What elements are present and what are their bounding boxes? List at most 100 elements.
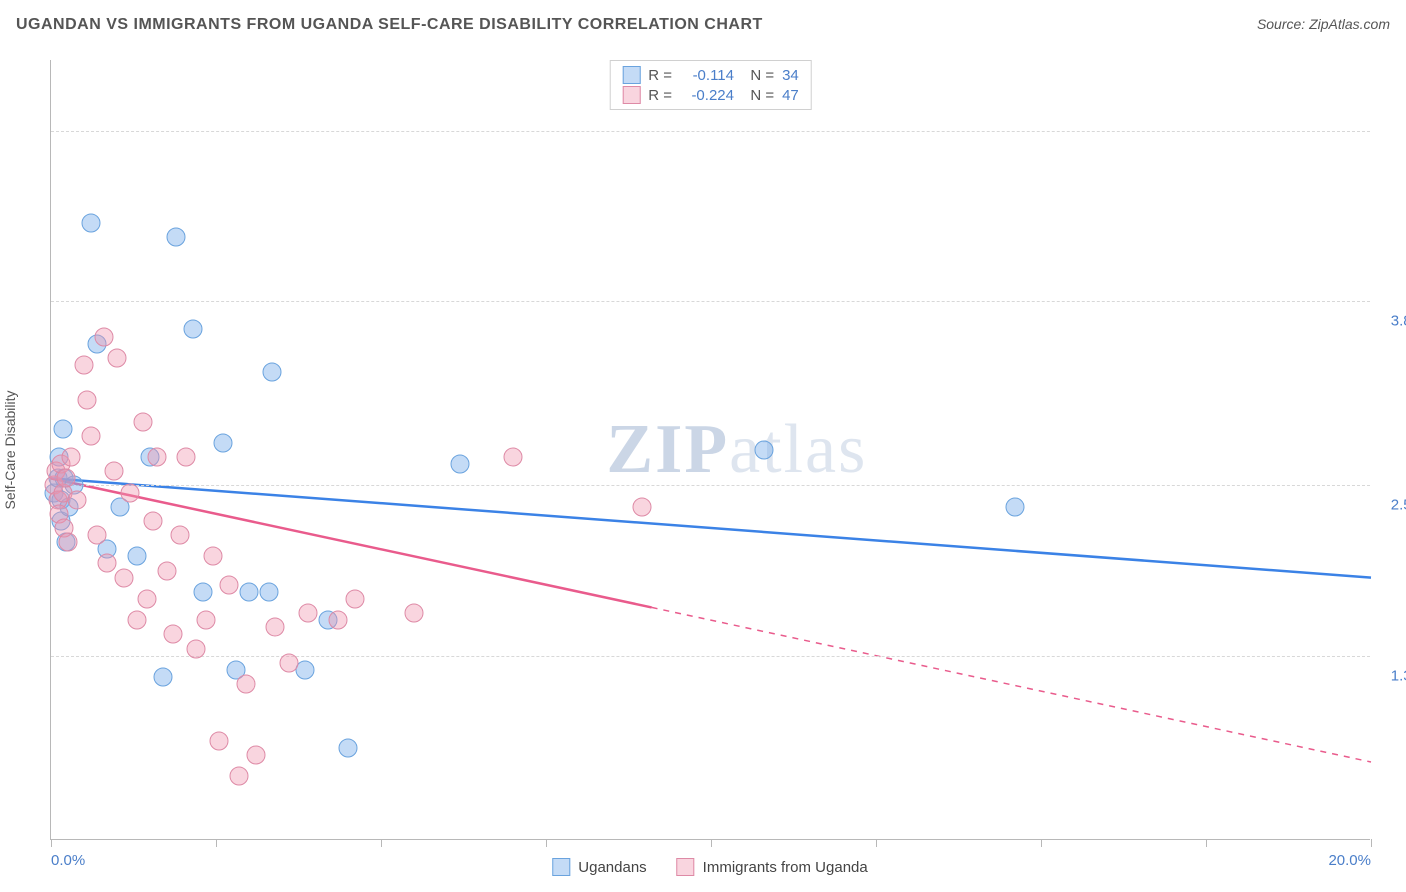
stat-label-r: R = (648, 67, 672, 84)
scatter-point-immigrants (137, 589, 156, 608)
scatter-point-immigrants (56, 469, 75, 488)
scatter-point-immigrants (345, 589, 364, 608)
x-tick-mark (876, 839, 877, 847)
stats-legend-box: R = -0.114 N = 34 R = -0.224 N = 47 (609, 60, 812, 110)
scatter-point-ugandans (339, 738, 358, 757)
bottom-legend: Ugandans Immigrants from Uganda (552, 858, 867, 876)
scatter-point-immigrants (94, 327, 113, 346)
scatter-point-ugandans (213, 433, 232, 452)
watermark-bold: ZIP (606, 411, 729, 488)
scatter-point-ugandans (167, 228, 186, 247)
scatter-point-ugandans (296, 660, 315, 679)
gridline (51, 656, 1370, 657)
trend-line-dash-immigrants (652, 607, 1371, 762)
scatter-point-ugandans (127, 547, 146, 566)
legend-label-1: Ugandans (578, 859, 646, 876)
x-tick-mark (216, 839, 217, 847)
scatter-point-immigrants (246, 745, 265, 764)
scatter-point-immigrants (203, 547, 222, 566)
stats-row-2: R = -0.224 N = 47 (622, 85, 799, 105)
scatter-point-immigrants (108, 348, 127, 367)
scatter-point-immigrants (266, 618, 285, 637)
scatter-point-ugandans (754, 441, 773, 460)
scatter-point-immigrants (632, 497, 651, 516)
legend-item-1: Ugandans (552, 858, 646, 876)
x-tick-mark (1371, 839, 1372, 847)
scatter-point-immigrants (98, 554, 117, 573)
scatter-point-ugandans (1005, 497, 1024, 516)
scatter-point-immigrants (61, 448, 80, 467)
y-axis-label: Self-Care Disability (2, 390, 18, 509)
scatter-point-ugandans (183, 320, 202, 339)
scatter-point-ugandans (451, 455, 470, 474)
scatter-point-ugandans (53, 419, 72, 438)
trend-line-immigrants (51, 478, 652, 607)
scatter-point-immigrants (75, 355, 94, 374)
stat-r-2: -0.224 (680, 87, 734, 104)
x-tick-mark (546, 839, 547, 847)
scatter-point-immigrants (134, 412, 153, 431)
scatter-point-immigrants (78, 391, 97, 410)
watermark-rest: atlas (729, 411, 867, 488)
scatter-point-immigrants (230, 767, 249, 786)
chart-title: UGANDAN VS IMMIGRANTS FROM UGANDA SELF-C… (16, 16, 763, 33)
scatter-point-immigrants (236, 675, 255, 694)
gridline (51, 131, 1370, 132)
chart-source: Source: ZipAtlas.com (1257, 16, 1390, 32)
legend-swatch-blue (622, 66, 640, 84)
y-tick-label: 2.5% (1391, 497, 1406, 514)
legend-swatch-blue (552, 858, 570, 876)
legend-item-2: Immigrants from Uganda (677, 858, 868, 876)
y-tick-label: 3.8% (1391, 313, 1406, 330)
scatter-point-immigrants (157, 561, 176, 580)
y-tick-label: 1.3% (1391, 667, 1406, 684)
scatter-point-ugandans (240, 582, 259, 601)
scatter-point-immigrants (405, 604, 424, 623)
stat-label-r: R = (648, 87, 672, 104)
scatter-point-immigrants (299, 604, 318, 623)
chart-container: UGANDAN VS IMMIGRANTS FROM UGANDA SELF-C… (0, 0, 1406, 892)
scatter-point-immigrants (144, 511, 163, 530)
scatter-point-immigrants (170, 526, 189, 545)
stats-row-1: R = -0.114 N = 34 (622, 65, 799, 85)
stat-n-2: 47 (782, 87, 799, 104)
stat-label-n: N = (742, 87, 774, 104)
plot-area: ZIPatlas R = -0.114 N = 34 R = -0.224 N … (50, 60, 1370, 840)
gridline (51, 485, 1370, 486)
x-tick-mark (711, 839, 712, 847)
scatter-point-immigrants (329, 611, 348, 630)
gridline (51, 301, 1370, 302)
legend-swatch-pink (677, 858, 695, 876)
scatter-point-immigrants (58, 533, 77, 552)
legend-swatch-pink (622, 86, 640, 104)
x-tick-mark (51, 839, 52, 847)
plot-wrap: Self-Care Disability ZIPatlas R = -0.114… (50, 60, 1370, 840)
scatter-point-immigrants (210, 731, 229, 750)
stat-r-1: -0.114 (680, 67, 734, 84)
x-tick-label: 20.0% (1328, 852, 1371, 869)
title-row: UGANDAN VS IMMIGRANTS FROM UGANDA SELF-C… (16, 16, 1390, 44)
scatter-point-immigrants (68, 490, 87, 509)
scatter-point-immigrants (147, 448, 166, 467)
trend-line-ugandans (51, 478, 1371, 577)
scatter-point-ugandans (259, 582, 278, 601)
x-tick-mark (1041, 839, 1042, 847)
stat-n-1: 34 (782, 67, 799, 84)
scatter-point-immigrants (114, 568, 133, 587)
scatter-point-immigrants (88, 526, 107, 545)
scatter-point-immigrants (81, 426, 100, 445)
scatter-point-ugandans (193, 582, 212, 601)
x-tick-mark (1206, 839, 1207, 847)
scatter-point-immigrants (121, 483, 140, 502)
watermark: ZIPatlas (606, 410, 867, 490)
scatter-point-immigrants (177, 448, 196, 467)
scatter-point-ugandans (154, 667, 173, 686)
scatter-point-immigrants (197, 611, 216, 630)
legend-label-2: Immigrants from Uganda (703, 859, 868, 876)
scatter-point-ugandans (263, 363, 282, 382)
x-tick-mark (381, 839, 382, 847)
scatter-point-ugandans (81, 214, 100, 233)
scatter-point-immigrants (279, 653, 298, 672)
scatter-point-immigrants (504, 448, 523, 467)
scatter-point-immigrants (127, 611, 146, 630)
